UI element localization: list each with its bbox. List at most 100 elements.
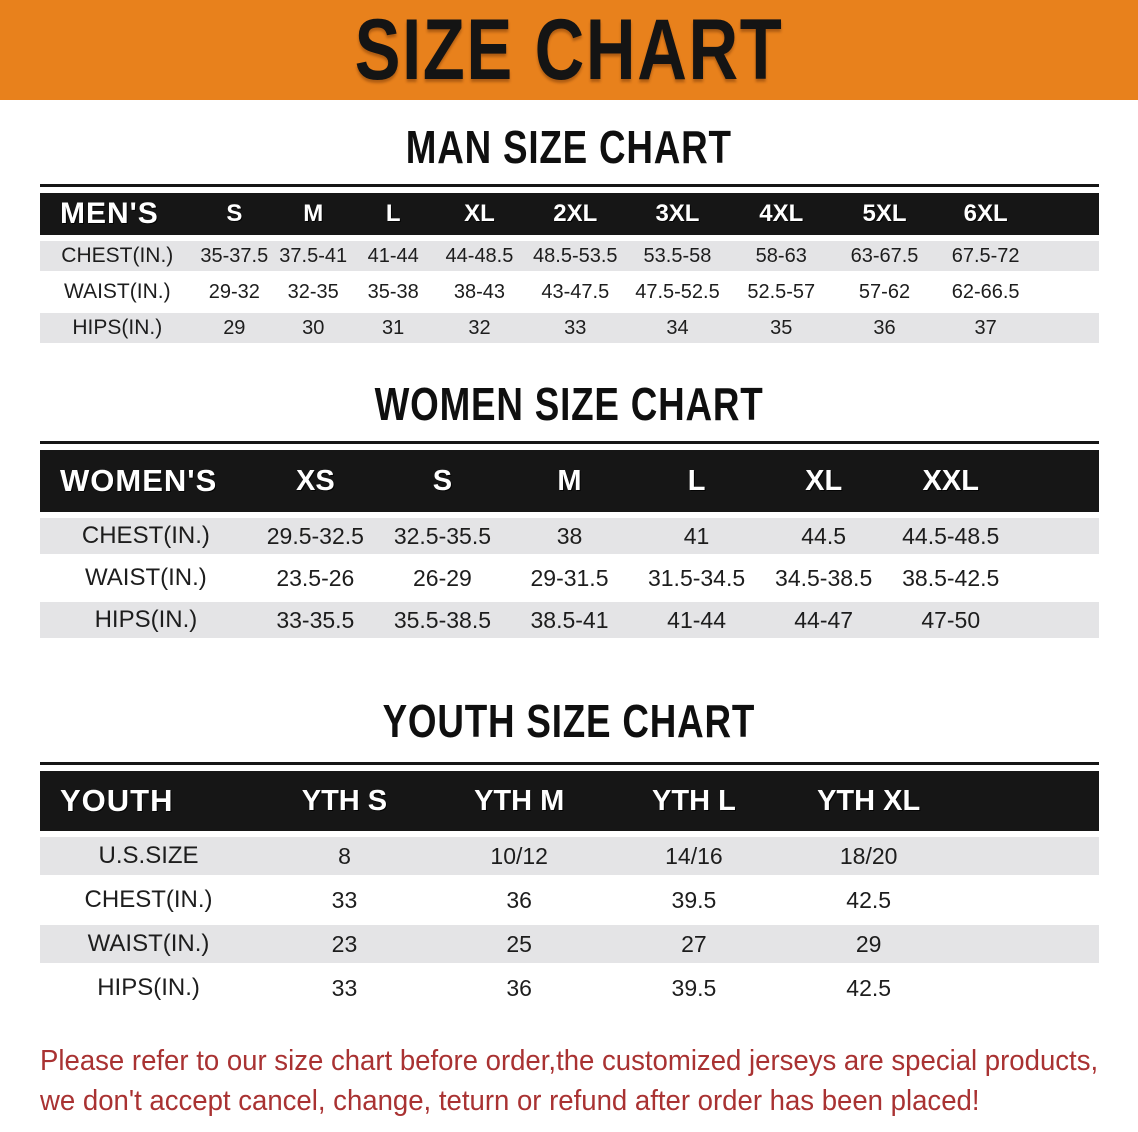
size-value: 41-44	[633, 602, 761, 638]
size-value: 33-35.5	[251, 602, 379, 638]
row-label: WAIST(IN.)	[40, 925, 258, 963]
size-value: 32-35	[274, 277, 353, 307]
size-value: 35-38	[352, 277, 434, 307]
section-title-text: MAN SIZE CHART	[405, 121, 733, 173]
row-spacer	[1035, 313, 1099, 343]
size-value: 48.5-53.5	[524, 241, 626, 271]
size-value: 38.5-42.5	[887, 560, 1015, 596]
table-row: HIPS(IN.) 29 30 31 32 33 34 35 36 37	[40, 313, 1099, 343]
table-header-row: WOMEN'S XS S M L XL XXL	[40, 450, 1099, 512]
table-row: WAIST(IN.) 23 25 27 29	[40, 925, 1099, 963]
size-value: 29-32	[194, 277, 275, 307]
footer-note-line1: Please refer to our size chart before or…	[40, 1045, 1099, 1077]
size-column-header: M	[505, 450, 634, 512]
size-value: 67.5-72	[935, 241, 1036, 271]
size-value: 33	[257, 881, 432, 919]
row-spacer	[1014, 518, 1099, 554]
size-value: 44.5	[760, 518, 888, 554]
row-label: HIPS(IN.)	[40, 602, 252, 638]
size-value: 58-63	[729, 241, 834, 271]
size-value: 36	[431, 969, 607, 1007]
size-value: 38.5-41	[505, 602, 634, 638]
row-spacer	[1014, 560, 1099, 596]
size-value: 18/20	[781, 837, 957, 875]
row-label: CHEST(IN.)	[40, 241, 195, 271]
section-title-youth: YOUTH SIZE CHART	[0, 696, 1138, 746]
size-value: 32	[433, 313, 525, 343]
table-row: CHEST(IN.) 35-37.5 37.5-41 41-44 44-48.5 48.5…	[40, 241, 1099, 271]
size-value: 29.5-32.5	[251, 518, 379, 554]
footer-note-line2: we don't accept cancel, change, teturn o…	[40, 1085, 980, 1117]
size-value: 44-47	[760, 602, 888, 638]
size-value: 33	[257, 969, 432, 1007]
size-value: 32.5-35.5	[378, 518, 506, 554]
section-men: MAN SIZE CHART MEN'S S M L XL 2XL 3XL 4XL 5XL 6XL C…	[0, 122, 1138, 349]
row-label: HIPS(IN.)	[40, 313, 195, 343]
section-women: WOMEN SIZE CHART WOMEN'S XS S M L XL XXL CHEST(I…	[0, 379, 1138, 644]
size-value: 30	[274, 313, 353, 343]
size-column-header: L	[633, 450, 761, 512]
footer-note: Please refer to our size chart before or…	[40, 1041, 1098, 1121]
size-column-header: 2XL	[524, 193, 626, 235]
row-spacer	[1035, 277, 1099, 307]
size-column-header: 6XL	[935, 193, 1036, 235]
row-spacer	[956, 881, 1099, 919]
header-spacer	[956, 771, 1099, 831]
size-value: 47.5-52.5	[625, 277, 730, 307]
size-value: 31	[352, 313, 434, 343]
size-column-header: XXL	[887, 450, 1015, 512]
size-value: 39.5	[606, 881, 782, 919]
size-value: 8	[257, 837, 432, 875]
section-title-men: MAN SIZE CHART	[0, 122, 1138, 172]
size-column-header: S	[378, 450, 506, 512]
table-row: CHEST(IN.) 29.5-32.5 32.5-35.5 38 41 44.5 44.5…	[40, 518, 1099, 554]
size-value: 36	[431, 881, 607, 919]
size-value: 44.5-48.5	[887, 518, 1015, 554]
header-spacer	[1035, 193, 1099, 235]
row-label: U.S.SIZE	[40, 837, 258, 875]
table-row: WAIST(IN.) 23.5-26 26-29 29-31.5 31.5-34.5 34…	[40, 560, 1099, 596]
size-column-header: YTH S	[257, 771, 432, 831]
size-value: 52.5-57	[729, 277, 834, 307]
size-value: 36	[833, 313, 936, 343]
size-value: 29	[781, 925, 957, 963]
youth-table: YOUTH YTH S YTH M YTH L YTH XL U.S.SIZE 8 10/12…	[40, 765, 1099, 1013]
size-value: 53.5-58	[625, 241, 730, 271]
group-label: WOMEN'S	[40, 450, 252, 512]
size-value: 35	[729, 313, 834, 343]
size-value: 43-47.5	[524, 277, 626, 307]
men-size-table: MEN'S S M L XL 2XL 3XL 4XL 5XL 6XL CHEST(IN.) 35-37…	[40, 184, 1099, 349]
size-value: 57-62	[833, 277, 936, 307]
youth-size-table: YOUTH YTH S YTH M YTH L YTH XL U.S.SIZE 8 10/12…	[40, 762, 1099, 1013]
size-value: 37	[935, 313, 1036, 343]
size-value: 34.5-38.5	[760, 560, 888, 596]
size-value: 26-29	[378, 560, 506, 596]
women-table: WOMEN'S XS S M L XL XXL CHEST(IN.) 29.5-32.5 32.5…	[40, 444, 1099, 644]
table-top-rule	[40, 184, 1099, 187]
size-column-header: YTH XL	[781, 771, 957, 831]
size-column-header: M	[274, 193, 353, 235]
row-spacer	[956, 925, 1099, 963]
size-column-header: YTH M	[431, 771, 607, 831]
group-label: MEN'S	[40, 193, 195, 235]
section-youth: YOUTH SIZE CHART YOUTH YTH S YTH M YTH L YTH …	[0, 696, 1138, 1013]
size-value: 35.5-38.5	[378, 602, 506, 638]
size-value: 25	[431, 925, 607, 963]
size-value: 14/16	[606, 837, 782, 875]
size-value: 47-50	[887, 602, 1015, 638]
size-value: 34	[625, 313, 730, 343]
table-row: HIPS(IN.) 33-35.5 35.5-38.5 38.5-41 41-44 44-…	[40, 602, 1099, 638]
page-title: SIZE CHART	[354, 2, 784, 98]
size-value: 27	[606, 925, 782, 963]
size-value: 23	[257, 925, 432, 963]
banner: SIZE CHART	[0, 0, 1138, 100]
row-spacer	[956, 969, 1099, 1007]
table-top-rule	[40, 441, 1099, 444]
size-column-header: 4XL	[729, 193, 834, 235]
size-value: 41-44	[352, 241, 434, 271]
size-column-header: XL	[433, 193, 525, 235]
table-top-rule	[40, 762, 1099, 765]
size-value: 31.5-34.5	[633, 560, 761, 596]
size-value: 29-31.5	[505, 560, 634, 596]
size-value: 33	[524, 313, 626, 343]
